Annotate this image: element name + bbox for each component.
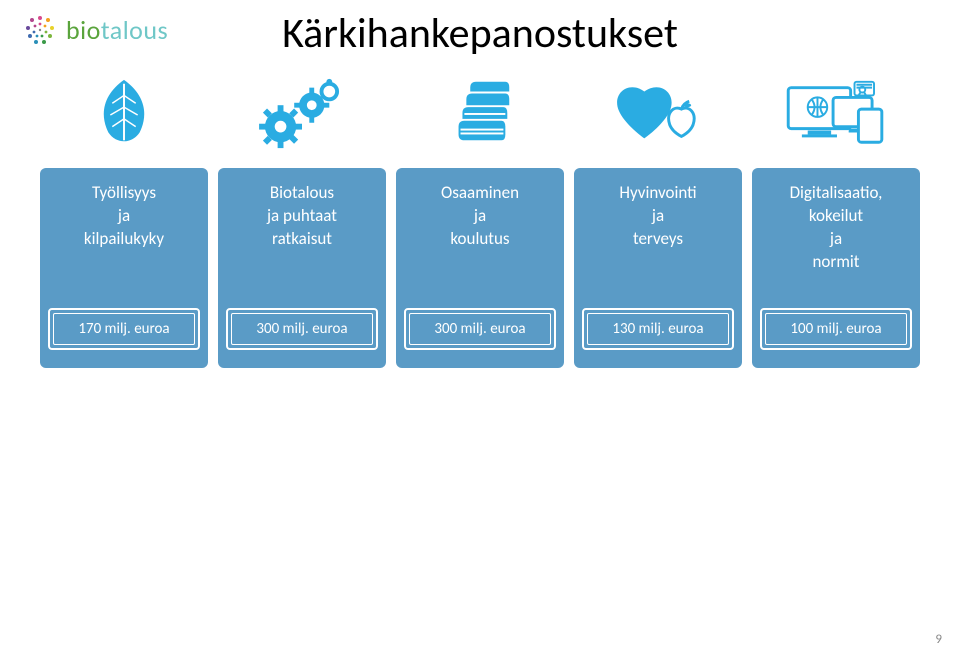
pillar-label: Digitalisaatio, kokeilut ja normit [760, 182, 912, 274]
pillar-card: Hyvinvointi ja terveys 130 milj. euroa [574, 168, 742, 368]
pillar-card: Työllisyys ja kilpailukyky 170 milj. eur… [40, 168, 208, 368]
pillar-card: Biotalous ja puhtaat ratkaisut 300 milj.… [218, 168, 386, 368]
amount-frame: 130 milj. euroa [582, 308, 734, 350]
amount-frame: 300 milj. euroa [404, 308, 556, 350]
pillar-label: Hyvinvointi ja terveys [582, 182, 734, 251]
leaf-icon [40, 70, 208, 156]
icon-row [40, 70, 920, 156]
amount-value: 170 milj. euroa [53, 313, 195, 345]
page-title: Kärkihankepanostukset [0, 8, 960, 59]
amount-frame: 300 milj. euroa [226, 308, 378, 350]
pillar-row: Työllisyys ja kilpailukyky 170 milj. eur… [40, 168, 920, 368]
amount-value: 300 milj. euroa [231, 313, 373, 345]
page-number: 9 [935, 632, 942, 647]
gears-icon [218, 70, 386, 156]
books-icon [396, 70, 564, 156]
heart-apple-icon [574, 70, 742, 156]
amount-value: 100 milj. euroa [765, 313, 907, 345]
amount-value: 130 milj. euroa [587, 313, 729, 345]
pillar-card: Osaaminen ja koulutus 300 milj. euroa [396, 168, 564, 368]
pillar-label: Biotalous ja puhtaat ratkaisut [226, 182, 378, 251]
pillar-card: Digitalisaatio, kokeilut ja normit 100 m… [752, 168, 920, 368]
amount-frame: 100 milj. euroa [760, 308, 912, 350]
devices-icon [752, 70, 920, 156]
pillar-label: Työllisyys ja kilpailukyky [48, 182, 200, 251]
amount-value: 300 milj. euroa [409, 313, 551, 345]
amount-frame: 170 milj. euroa [48, 308, 200, 350]
pillar-label: Osaaminen ja koulutus [404, 182, 556, 251]
